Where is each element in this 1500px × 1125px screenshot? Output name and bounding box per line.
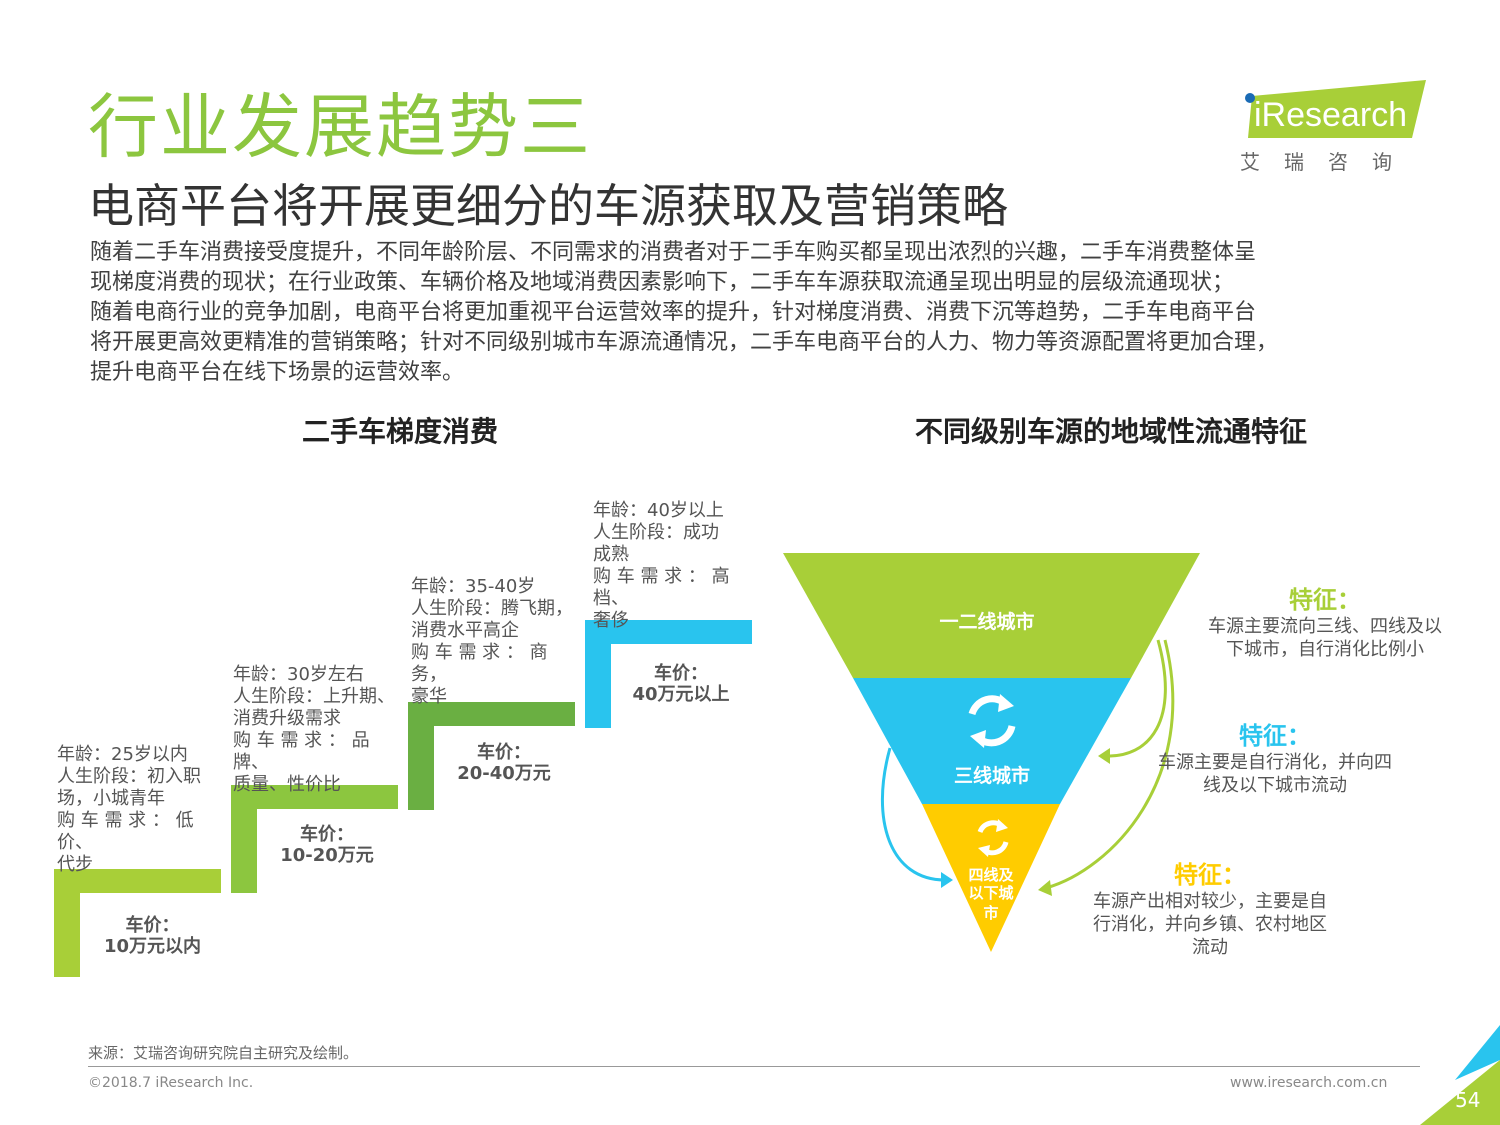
arrowhead bbox=[1038, 880, 1052, 896]
intro-line: 随着电商行业的竞争加剧，电商平台将更加重视平台运营效率的提升，针对梯度消费、消费… bbox=[90, 300, 1257, 325]
tier-3-label-line: 市 bbox=[983, 904, 998, 922]
desc-line: 购 车 需 求 ： 商 务， bbox=[411, 642, 548, 685]
feature-title: 特征： bbox=[1239, 722, 1311, 750]
feature-line: 下城市，自行消化比例小 bbox=[1226, 639, 1424, 660]
page-number: 54 bbox=[1455, 1088, 1481, 1112]
intro-line: 将开展更高效更精准的营销策略；针对不同级别城市车源流通情况，二手车电商平台的人力… bbox=[90, 330, 1279, 355]
step-3-description: 年龄：35-40岁 人生阶段：腾飞期， 消费水平高企 购 车 需 求 ： 商 务… bbox=[411, 576, 581, 708]
desc-line: 代步 bbox=[57, 854, 93, 875]
feature-block-3: 特征： 车源产出相对较少，主要是自 行消化，并向乡镇、农村地区 流动 bbox=[1085, 855, 1335, 959]
price-label: 车价： bbox=[654, 663, 708, 684]
tier-3-label-line: 以下城 bbox=[968, 884, 1013, 902]
feature-line: 流动 bbox=[1192, 937, 1228, 958]
step-3-bar bbox=[408, 702, 575, 810]
step-4-description: 年龄：40岁以上 人生阶段：成功 成熟 购 车 需 求 ： 高档、 奢侈 bbox=[593, 500, 758, 632]
step-3-price: 车价： 20-40万元 bbox=[434, 742, 574, 784]
step-2-bar bbox=[231, 785, 398, 893]
price-value: 10-20万元 bbox=[280, 845, 374, 866]
feature-line: 车源主要是自行消化，并向四 bbox=[1158, 752, 1392, 773]
price-label: 车价： bbox=[300, 824, 354, 845]
intro-line: 随着二手车消费接受度提升，不同年龄阶层、不同需求的消费者对于二手车购买都呈现出浓… bbox=[90, 240, 1257, 265]
arrowhead bbox=[1098, 748, 1110, 764]
desc-line: 消费升级需求 bbox=[233, 708, 341, 729]
desc-line: 人生阶段：上升期、 bbox=[233, 686, 395, 707]
desc-line: 购 车 需 求 ： 低价、 bbox=[57, 810, 194, 853]
desc-line: 人生阶段：腾飞期， bbox=[411, 598, 573, 619]
step-1-bar bbox=[54, 869, 221, 977]
feature-line: 线及以下城市流动 bbox=[1203, 775, 1347, 796]
footer-divider bbox=[88, 1066, 1420, 1067]
flow-arrow-tier1-to-tier2 bbox=[1104, 639, 1167, 758]
recycle-icon bbox=[977, 819, 1009, 857]
feature-line: 行消化，并向乡镇、农村地区 bbox=[1093, 914, 1327, 935]
intro-line: 现梯度消费的现状；在行业政策、车辆价格及地域消费因素影响下，二手车车源获取流通呈… bbox=[90, 270, 1235, 295]
intro-paragraph: 随着二手车消费接受度提升，不同年龄阶层、不同需求的消费者对于二手车购买都呈现出浓… bbox=[90, 238, 1460, 388]
iresearch-logo: iResearch bbox=[1245, 80, 1426, 138]
feature-title: 特征： bbox=[1174, 861, 1246, 889]
desc-line: 购 车 需 求 ： 品 牌、 bbox=[233, 730, 370, 773]
logo-chinese: 艾瑞咨询 bbox=[1240, 150, 1416, 174]
price-value: 20-40万元 bbox=[457, 763, 551, 784]
desc-line: 豪华 bbox=[411, 686, 447, 707]
website-link[interactable]: www.iresearch.com.cn bbox=[1230, 1075, 1388, 1091]
feature-block-2: 特征： 车源主要是自行消化，并向四 线及以下城市流动 bbox=[1150, 716, 1400, 797]
desc-line: 场，小城青年 bbox=[57, 788, 165, 809]
step-4-price: 车价： 40万元以上 bbox=[611, 663, 751, 705]
step-2-description: 年龄：30岁左右 人生阶段：上升期、 消费升级需求 购 车 需 求 ： 品 牌、… bbox=[233, 664, 403, 796]
flow-arrow-tier2-to-tier3 bbox=[881, 747, 946, 882]
desc-line: 年龄：30岁左右 bbox=[233, 664, 364, 685]
funnel-tier-3 bbox=[922, 804, 1060, 952]
price-label: 车价： bbox=[125, 915, 180, 936]
tier-1-label: 一二线城市 bbox=[939, 610, 1034, 633]
right-section-title: 不同级别车源的地域性流通特征 bbox=[915, 415, 1308, 448]
corner-decoration bbox=[1455, 1025, 1500, 1080]
step-2-price: 车价： 10-20万元 bbox=[257, 824, 397, 866]
funnel-tier-1 bbox=[783, 553, 1200, 678]
page-title: 行业发展趋势三 bbox=[88, 86, 592, 168]
feature-text: 车源产出相对较少，主要是自 行消化，并向乡镇、农村地区 流动 bbox=[1085, 890, 1335, 959]
desc-line: 质量、性价比 bbox=[233, 774, 341, 795]
desc-line: 消费水平高企 bbox=[411, 620, 519, 641]
copyright: ©2018.7 iResearch Inc. bbox=[88, 1075, 254, 1091]
left-section-title: 二手车梯度消费 bbox=[302, 415, 499, 448]
desc-line: 年龄：35-40岁 bbox=[411, 576, 536, 597]
price-value: 10万元以内 bbox=[103, 936, 202, 957]
intro-line: 提升电商平台在线下场景的运营效率。 bbox=[90, 360, 465, 385]
desc-line: 人生阶段：初入职 bbox=[57, 766, 201, 787]
desc-line: 奢侈 bbox=[593, 610, 629, 631]
recycle-icon bbox=[968, 694, 1016, 748]
feature-block-1: 特征： 车源主要流向三线、四线及以 下城市，自行消化比例小 bbox=[1200, 580, 1450, 661]
price-value: 40万元以上 bbox=[632, 684, 730, 705]
step-1-description: 年龄：25岁以内 人生阶段：初入职 场，小城青年 购 车 需 求 ： 低价、 代… bbox=[57, 744, 227, 876]
tier-3-label-line: 四线及 bbox=[968, 866, 1014, 884]
page-subtitle: 电商平台将开展更细分的车源获取及营销策略 bbox=[88, 179, 1008, 233]
desc-line: 年龄：25岁以内 bbox=[57, 744, 188, 765]
price-label: 车价： bbox=[477, 742, 531, 763]
feature-line: 车源主要流向三线、四线及以 bbox=[1208, 616, 1442, 637]
feature-text: 车源主要流向三线、四线及以 下城市，自行消化比例小 bbox=[1200, 615, 1450, 661]
desc-line: 人生阶段：成功 bbox=[593, 522, 719, 543]
step-1-price: 车价： 10万元以内 bbox=[80, 915, 225, 957]
source-note: 来源：艾瑞咨询研究院自主研究及绘制。 bbox=[88, 1044, 359, 1062]
feature-text: 车源主要是自行消化，并向四 线及以下城市流动 bbox=[1150, 751, 1400, 797]
tier-2-label: 三线城市 bbox=[954, 764, 1030, 787]
logo-brand: iResearch bbox=[1254, 96, 1407, 134]
feature-title: 特征： bbox=[1289, 586, 1361, 614]
arrowhead bbox=[941, 872, 953, 888]
feature-line: 车源产出相对较少，主要是自 bbox=[1093, 891, 1327, 912]
corner-decoration bbox=[1420, 1060, 1500, 1125]
flow-arrow-tier1-to-tier3 bbox=[1045, 639, 1175, 890]
step-4-bar bbox=[585, 620, 752, 728]
desc-line: 成熟 bbox=[593, 544, 629, 565]
desc-line: 购 车 需 求 ： 高档、 bbox=[593, 566, 730, 609]
desc-line: 年龄：40岁以上 bbox=[593, 500, 724, 521]
